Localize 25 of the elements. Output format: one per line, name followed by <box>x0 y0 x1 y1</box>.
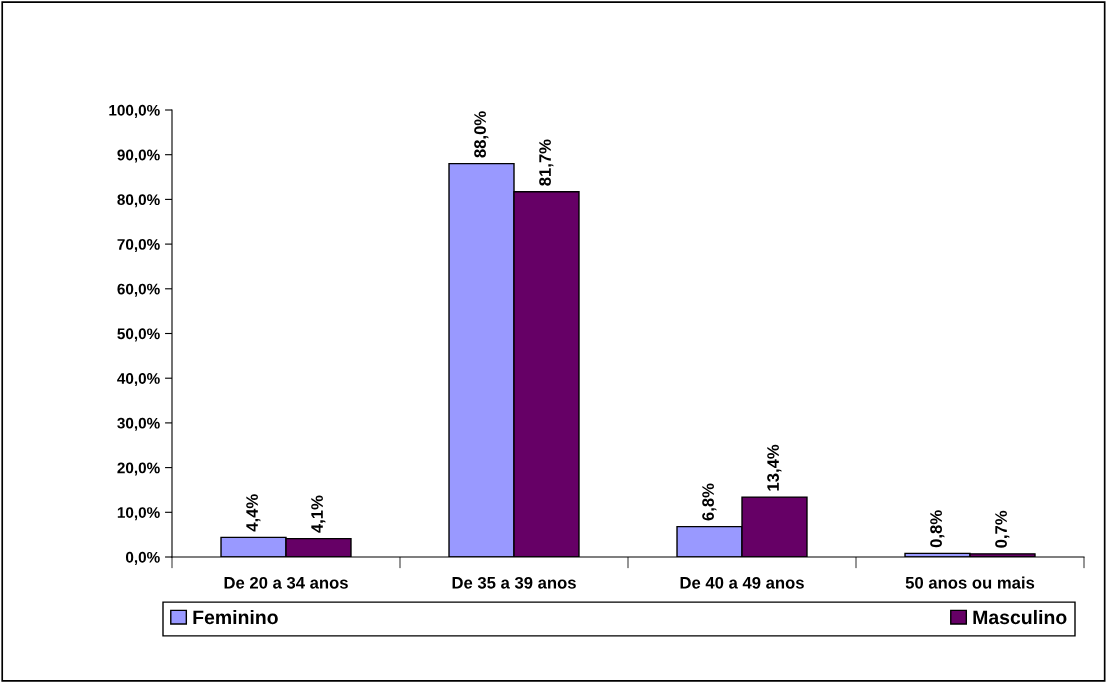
legend-label: Feminino <box>193 609 278 625</box>
x-tick-label: 50 anos ou mais <box>905 576 1035 589</box>
data-label: 81,7% <box>539 139 554 186</box>
y-tick-label: 10,0% <box>117 507 160 521</box>
y-tick-label: 80,0% <box>117 194 160 208</box>
x-tick-label: De 20 a 34 anos <box>224 576 348 589</box>
y-tick-label: 30,0% <box>117 417 160 431</box>
y-tick-label: 40,0% <box>117 373 160 387</box>
data-label: 0,7% <box>995 510 1010 548</box>
legend-label: Masculino <box>973 609 1067 625</box>
x-tick-label: De 40 a 49 anos <box>680 576 804 589</box>
y-tick-label: 90,0% <box>117 149 160 163</box>
y-tick-label: 60,0% <box>117 283 160 297</box>
y-tick-label: 20,0% <box>117 462 160 476</box>
data-label: 6,8% <box>702 483 717 521</box>
data-label: 0,8% <box>930 510 945 548</box>
y-tick-label: 100,0% <box>109 104 160 118</box>
data-label: 13,4% <box>767 444 782 491</box>
x-tick-label: De 35 a 39 anos <box>452 576 576 589</box>
y-tick-label: 70,0% <box>117 238 160 252</box>
data-label: 4,4% <box>246 494 261 532</box>
y-tick-label: 0,0% <box>125 551 160 565</box>
data-label: 4,1% <box>311 495 326 533</box>
data-label: 88,0% <box>474 111 489 158</box>
y-tick-label: 50,0% <box>117 328 160 342</box>
